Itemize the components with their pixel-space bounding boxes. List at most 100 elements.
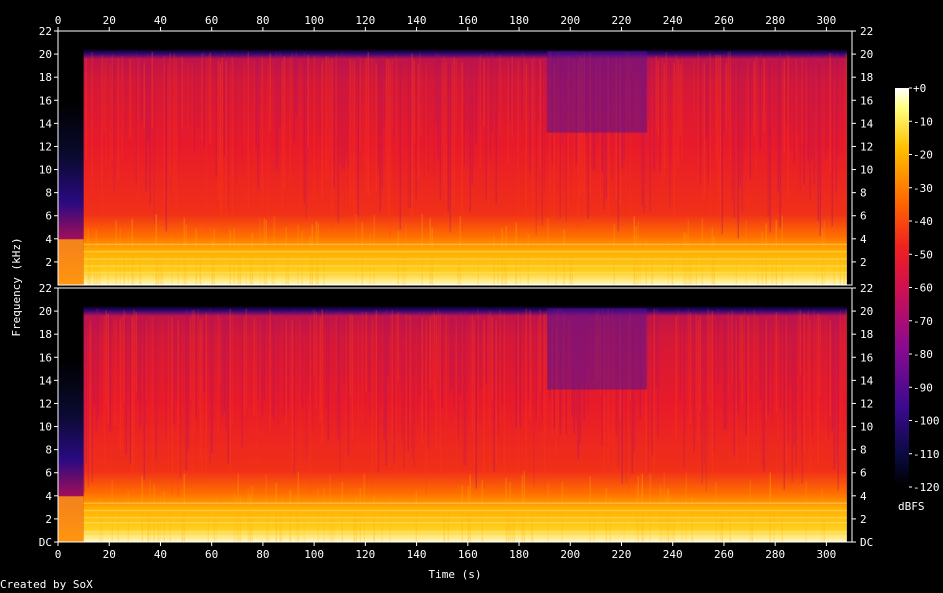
x-tick-label-top: 260 [714,14,734,27]
x-tick-label: 200 [560,548,580,561]
y-tick-label-right: 16 [860,351,873,364]
colorbar-tick-label: -20 [913,149,933,162]
x-tick-label-top: 40 [154,14,167,27]
colorbar-tick-label: -40 [913,215,933,228]
y-tick-label-right: 18 [860,71,873,84]
x-tick-label-top: 140 [407,14,427,27]
x-tick-label-top: 220 [612,14,632,27]
x-tick-label-top: 200 [560,14,580,27]
x-tick-label-top: 20 [103,14,116,27]
channel-panel-1 [57,30,853,286]
colorbar [895,88,909,487]
y-tick-label-right: 8 [860,444,867,457]
y-tick-label-right: 20 [860,305,873,318]
x-tick-label: 120 [355,548,375,561]
created-by-credit: Created by SoX [0,578,93,591]
colorbar-label: dBFS [898,500,925,513]
x-tick-label: 40 [154,548,167,561]
y-tick-label-left: 6 [45,467,52,480]
x-tick-label-top: 60 [205,14,218,27]
y-tick-label-right: 8 [860,187,867,200]
x-tick-label-top: 0 [55,14,62,27]
y-tick-label-right: 4 [860,233,867,246]
x-tick-label: 20 [103,548,116,561]
y-tick-label-right: 6 [860,467,867,480]
colorbar-tick-label: -50 [913,248,933,261]
y-tick-label-left: 2 [45,513,52,526]
y-tick-label-right: 6 [860,210,867,223]
channel-panel-2 [57,287,853,543]
y-tick-label-left: 18 [39,71,52,84]
y-tick-label-right: 16 [860,94,873,107]
low-energy-region [547,308,648,390]
y-tick-label-right: 12 [860,397,873,410]
x-tick-label-top: 120 [355,14,375,27]
x-tick-label: 280 [765,548,785,561]
y-tick-label-left: 20 [39,48,52,61]
y-tick-label-left: 8 [45,444,52,457]
y-tick-label-right: DC [860,536,873,549]
colorbar-tick-label: -80 [913,348,933,361]
x-tick-label-top: 180 [509,14,529,27]
y-tick-label-right: 10 [860,164,873,177]
spectrum-body [83,31,847,285]
y-tick-label-right: 2 [860,513,867,526]
y-tick-label-right: 20 [860,48,873,61]
y-tick-label-left: 12 [39,140,52,153]
x-tick-label: 100 [304,548,324,561]
colorbar-tick-label: -10 [913,115,933,128]
y-tick-label-left: 16 [39,351,52,364]
y-tick-label-right: 14 [860,117,874,130]
y-tick-label-left: 14 [39,117,53,130]
low-energy-region [547,51,648,133]
y-tick-label-left: 16 [39,94,52,107]
x-tick-label: 240 [663,548,683,561]
x-tick-label: 80 [256,548,269,561]
y-tick-label-left: 18 [39,328,52,341]
y-tick-label-left: DC [39,536,52,549]
y-axis-title: Frequency (kHz) [10,237,23,336]
y-tick-label-right: 22 [860,25,873,38]
y-tick-label-left: 4 [45,233,52,246]
y-tick-label-left: 2 [45,256,52,269]
x-tick-label: 60 [205,548,218,561]
x-tick-label: 300 [816,548,836,561]
y-tick-label-left: 20 [39,305,52,318]
y-tick-label-left: 10 [39,164,52,177]
y-tick-label-right: 22 [860,282,873,295]
x-tick-label-top: 160 [458,14,478,27]
x-tick-label-top: 300 [816,14,836,27]
y-tick-label-left: 6 [45,210,52,223]
x-tick-label-top: 80 [256,14,269,27]
colorbar-tick-label: -60 [913,282,933,295]
y-tick-label-left: 4 [45,490,52,503]
y-tick-label-right: 14 [860,374,874,387]
x-tick-label-top: 100 [304,14,324,27]
y-tick-label-left: 12 [39,397,52,410]
y-tick-label-right: 12 [860,140,873,153]
y-tick-label-right: 10 [860,421,873,434]
colorbar-tick-label: -110 [913,448,940,461]
colorbar-tick-label: +0 [913,82,926,95]
x-axis-title: Time (s) [429,568,482,581]
colorbar-tick-label: -70 [913,315,933,328]
y-tick-label-right: 18 [860,328,873,341]
y-tick-label-right: 2 [860,256,867,269]
colorbar-tick-label: -120 [913,481,940,494]
y-tick-label-left: 8 [45,187,52,200]
y-tick-label-left: 22 [39,282,52,295]
colorbar-tick-label: -30 [913,182,933,195]
x-tick-label: 160 [458,548,478,561]
x-tick-label-top: 280 [765,14,785,27]
y-tick-label-left: 10 [39,421,52,434]
x-tick-label: 140 [407,548,427,561]
x-tick-label-top: 240 [663,14,683,27]
colorbar-tick-label: -90 [913,381,933,394]
y-tick-label-right: 4 [860,490,867,503]
y-tick-label-left: 22 [39,25,52,38]
colorbar-tick-label: -100 [913,415,940,428]
x-tick-label: 220 [612,548,632,561]
x-tick-label: 0 [55,548,62,561]
spectrum-body [83,288,847,542]
